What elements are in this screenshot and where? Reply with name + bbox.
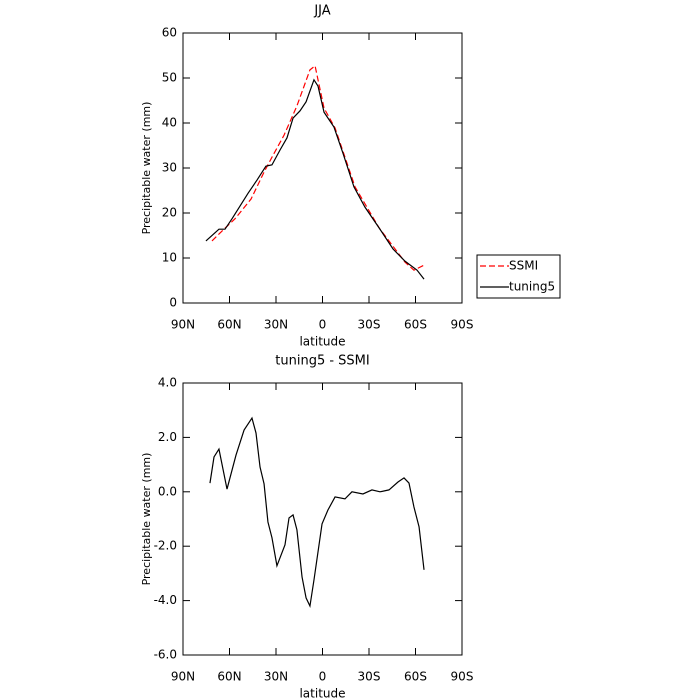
series-line <box>211 64 425 271</box>
y-tick-label: -6.0 <box>154 648 177 662</box>
y-tick-label: 30 <box>162 161 177 175</box>
x-tick-label: 30N <box>264 318 288 332</box>
y-tick-label: 50 <box>162 71 177 85</box>
x-tick-label: 60N <box>217 670 241 684</box>
chart-title: tuning5 - SSMI <box>275 354 369 369</box>
x-tick-label: 60N <box>217 318 241 332</box>
y-axis-label: Precipitable water (mm) <box>140 453 153 586</box>
x-axis-label: latitude <box>299 335 345 349</box>
x-tick-label: 30S <box>358 670 381 684</box>
plot-frame <box>182 382 463 656</box>
y-tick-label: -2.0 <box>154 539 177 553</box>
x-tick-label: 90N <box>171 318 195 332</box>
y-tick-label: 0 <box>169 296 177 310</box>
y-tick-label: 2.0 <box>158 430 177 444</box>
plot-frame <box>182 32 463 304</box>
x-axis-label: latitude <box>299 687 345 700</box>
series-line <box>205 78 425 280</box>
series-line <box>209 416 425 609</box>
legend-label: tuning5 <box>509 280 555 294</box>
x-tick-label: 30S <box>358 318 381 332</box>
x-tick-label: 90S <box>451 670 474 684</box>
y-tick-label: -4.0 <box>154 593 177 607</box>
x-tick-label: 0 <box>319 318 327 332</box>
chart-title: JJA <box>313 4 330 19</box>
y-tick-label: 0.0 <box>158 484 177 498</box>
x-tick-label: 0 <box>319 670 327 684</box>
y-axis-label: Precipitable water (mm) <box>140 102 153 235</box>
x-tick-label: 60S <box>404 318 427 332</box>
legend-label: SSMI <box>509 259 538 273</box>
y-tick-label: 60 <box>162 26 177 40</box>
x-tick-label: 90S <box>451 318 474 332</box>
legend-box <box>476 254 561 299</box>
y-tick-label: 20 <box>162 206 177 220</box>
x-tick-label: 60S <box>404 670 427 684</box>
y-tick-label: 4.0 <box>158 376 177 390</box>
x-tick-label: 90N <box>171 670 195 684</box>
x-tick-label: 30N <box>264 670 288 684</box>
y-tick-label: 10 <box>162 251 177 265</box>
y-tick-label: 40 <box>162 116 177 130</box>
